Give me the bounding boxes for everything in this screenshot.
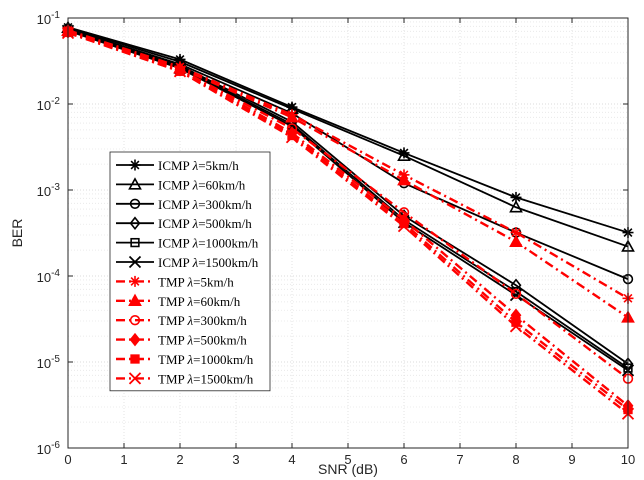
legend-marker bbox=[129, 332, 141, 347]
series-line bbox=[67, 29, 629, 319]
series-layer bbox=[61, 20, 635, 420]
data-point bbox=[509, 234, 523, 247]
y-tick-label: 10-3 bbox=[37, 182, 61, 199]
legend-marker bbox=[129, 159, 141, 171]
legend-marker bbox=[128, 255, 142, 269]
data-point bbox=[397, 148, 411, 161]
y-tick-label: 10-2 bbox=[37, 96, 61, 113]
legend-label: TMP λ=300km/h bbox=[158, 313, 247, 328]
legend-item: ICMP λ=1500km/h bbox=[116, 255, 259, 270]
legend-label: TMP λ=60km/h bbox=[158, 294, 241, 309]
data-point bbox=[509, 200, 523, 213]
legend-label: TMP λ=1000km/h bbox=[158, 352, 254, 367]
legend-marker bbox=[130, 237, 140, 248]
legend-item: ICMP λ=60km/h bbox=[116, 177, 246, 192]
legend-marker bbox=[129, 198, 141, 210]
data-point bbox=[285, 131, 299, 144]
legend-item: TMP λ=1500km/h bbox=[116, 371, 254, 386]
y-tick-label: 10-6 bbox=[37, 440, 61, 457]
x-tick-label: 0 bbox=[64, 452, 71, 467]
series-line bbox=[67, 30, 629, 407]
x-tick-label: 7 bbox=[456, 452, 463, 467]
x-tick-label: 4 bbox=[288, 452, 295, 467]
x-tick-label: 1 bbox=[120, 452, 127, 467]
legend-label: ICMP λ=1000km/h bbox=[158, 236, 259, 251]
x-tick-label: 8 bbox=[512, 452, 519, 467]
legend-item: TMP λ=500km/h bbox=[116, 333, 247, 348]
y-axis-title: BER bbox=[9, 219, 25, 248]
legend-marker bbox=[128, 177, 142, 190]
legend: ICMP λ=5km/h ICMP λ=60km/h ICMP λ=300km/h I… bbox=[109, 151, 271, 392]
legend-marker bbox=[129, 275, 141, 287]
legend-label: TMP λ=500km/h bbox=[158, 333, 247, 348]
series-line bbox=[67, 31, 629, 415]
series-line bbox=[67, 26, 629, 248]
legend-label: ICMP λ=300km/h bbox=[158, 197, 252, 212]
legend-label: ICMP λ=5km/h bbox=[158, 158, 239, 173]
data-point bbox=[397, 220, 411, 233]
legend-label: ICMP λ=60km/h bbox=[158, 177, 246, 192]
legend-item: ICMP λ=5km/h bbox=[116, 158, 239, 173]
legend-box bbox=[109, 151, 271, 392]
x-axis-title: SNR (dB) bbox=[318, 461, 378, 477]
data-point bbox=[509, 320, 523, 333]
x-tick-label: 2 bbox=[176, 452, 183, 467]
legend-marker bbox=[130, 354, 140, 364]
legend-item: TMP λ=1000km/h bbox=[116, 352, 254, 367]
legend-label: ICMP λ=1500km/h bbox=[158, 255, 259, 270]
series-line bbox=[67, 26, 629, 234]
y-tick-label: 10-1 bbox=[37, 10, 61, 27]
legend-label: TMP λ=5km/h bbox=[158, 274, 234, 289]
data-point bbox=[287, 130, 297, 141]
legend-label: ICMP λ=500km/h bbox=[158, 216, 252, 231]
x-tick-label: 10 bbox=[621, 452, 635, 467]
legend-marker bbox=[128, 372, 142, 385]
legend-marker bbox=[128, 293, 142, 307]
x-tick-label: 3 bbox=[232, 452, 239, 467]
legend-item: ICMP λ=1000km/h bbox=[116, 236, 259, 251]
x-tick-label: 6 bbox=[400, 452, 407, 467]
axis-ticks: 0 1 2 3 4 5 6 7 8 9 10 10-6 10-5 10-4 10-3 10-2 10-1 bbox=[37, 10, 636, 467]
legend-item: TMP λ=5km/h bbox=[116, 274, 234, 289]
legend-item: ICMP λ=500km/h bbox=[116, 216, 252, 231]
data-point bbox=[510, 288, 522, 300]
data-point bbox=[285, 110, 299, 123]
legend-label: TMP λ=1500km/h bbox=[158, 371, 254, 386]
legend-item: TMP λ=60km/h bbox=[116, 293, 241, 309]
x-tick-label: 9 bbox=[568, 452, 575, 467]
x-tick-label: 5 bbox=[344, 452, 351, 467]
data-point bbox=[173, 65, 187, 78]
legend-item: TMP λ=300km/h bbox=[116, 313, 247, 328]
legend-marker bbox=[129, 315, 141, 326]
legend-marker bbox=[129, 216, 141, 230]
y-tick-label: 10-5 bbox=[37, 354, 61, 371]
y-tick-label: 10-4 bbox=[37, 268, 61, 285]
legend-item: ICMP λ=300km/h bbox=[116, 197, 252, 212]
data-point bbox=[397, 173, 411, 186]
